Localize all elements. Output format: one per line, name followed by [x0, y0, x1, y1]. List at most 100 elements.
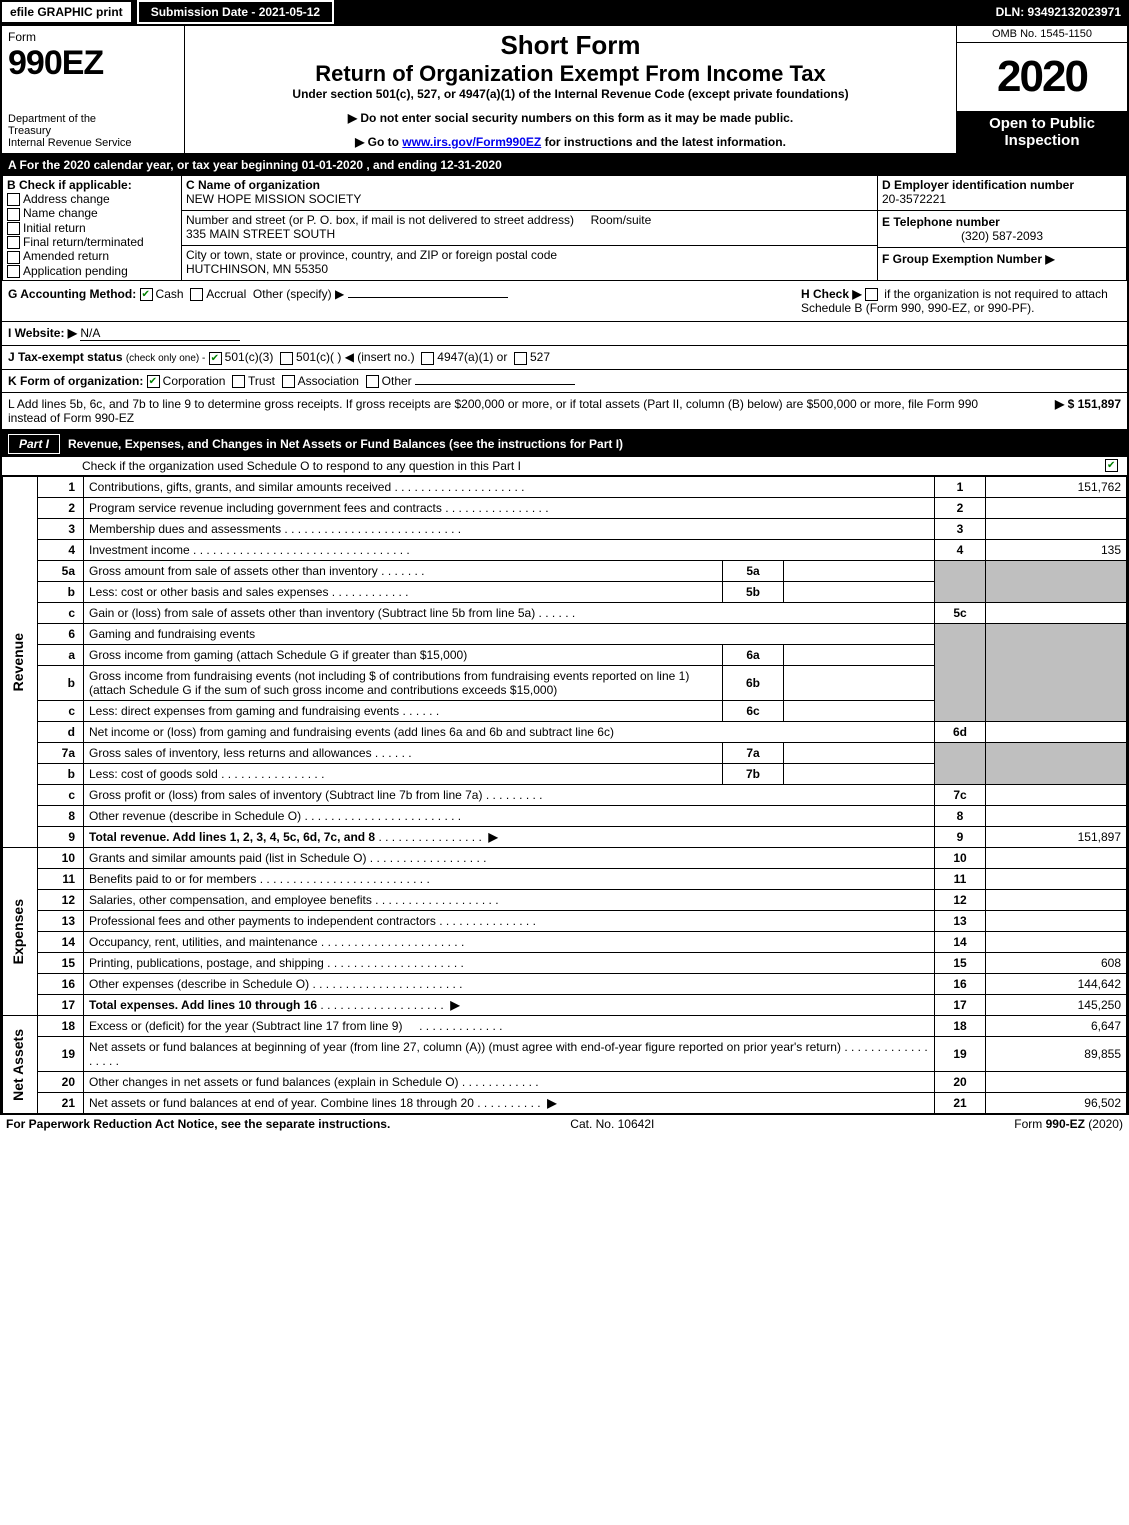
department-label: Department of theTreasuryInternal Revenu…: [8, 113, 178, 149]
revenue-label: Revenue: [8, 629, 28, 695]
checkbox-501c[interactable]: [280, 352, 293, 365]
l17-amt: 145,250: [986, 994, 1127, 1015]
row-2: 2 Program service revenue including gove…: [3, 497, 1127, 518]
l17-ln: 17: [935, 994, 986, 1015]
checkbox-address-change[interactable]: [7, 193, 20, 206]
box-e-label: E Telephone number: [882, 215, 1000, 229]
l14-n: 14: [38, 931, 84, 952]
box-f-label: F Group Exemption Number ▶: [882, 252, 1055, 266]
l21-d: Net assets or fund balances at end of ye…: [84, 1092, 935, 1113]
checkbox-trust[interactable]: [232, 375, 245, 388]
row-10: Expenses 10 Grants and similar amounts p…: [3, 847, 1127, 868]
l2-n: 2: [38, 497, 84, 518]
other-specify-input[interactable]: [348, 297, 508, 298]
l15-ln: 15: [935, 952, 986, 973]
l9-n: 9: [38, 826, 84, 847]
l3-ln: 3: [935, 518, 986, 539]
top-bar: efile GRAPHIC print Submission Date - 20…: [0, 0, 1129, 24]
l21-ln: 21: [935, 1092, 986, 1113]
efile-print-button[interactable]: efile GRAPHIC print: [0, 0, 133, 24]
checkbox-cash[interactable]: [140, 288, 153, 301]
l13-n: 13: [38, 910, 84, 931]
box-g-label: G Accounting Method:: [8, 287, 136, 301]
part1-title: Revenue, Expenses, and Changes in Net As…: [68, 437, 623, 451]
l14-amt: [986, 931, 1127, 952]
opt-corp: Corporation: [163, 374, 226, 388]
checkbox-initial-return[interactable]: [7, 222, 20, 235]
row-3: 3 Membership dues and assessments . . . …: [3, 518, 1127, 539]
box-i: I Website: ▶ N/A: [0, 322, 1129, 346]
opt-501c3: 501(c)(3): [225, 350, 274, 364]
l16-d: Other expenses (describe in Schedule O) …: [84, 973, 935, 994]
l4-d: Investment income . . . . . . . . . . . …: [84, 539, 935, 560]
box-gh: G Accounting Method: Cash Accrual Other …: [0, 281, 1129, 322]
arrow-icon: ▶: [450, 998, 459, 1012]
l12-n: 12: [38, 889, 84, 910]
l15-n: 15: [38, 952, 84, 973]
l6c-subval: [784, 700, 935, 721]
notice-goto-post: for instructions and the latest informat…: [541, 135, 786, 149]
checkbox-association[interactable]: [282, 375, 295, 388]
checkbox-schedule-o[interactable]: [1105, 459, 1118, 472]
header-center: Short Form Return of Organization Exempt…: [185, 26, 956, 153]
box-b: B Check if applicable: Address change Na…: [3, 176, 182, 281]
l11-amt: [986, 868, 1127, 889]
other-org-input[interactable]: [415, 384, 575, 385]
l5c-ln: 5c: [935, 602, 986, 623]
checkbox-final-return[interactable]: [7, 236, 20, 249]
l4-ln: 4: [935, 539, 986, 560]
cb-label-address: Address change: [23, 192, 110, 206]
l9-d: Total revenue. Add lines 1, 2, 3, 4, 5c,…: [84, 826, 935, 847]
row-7a: 7a Gross sales of inventory, less return…: [3, 742, 1127, 763]
website-value: N/A: [80, 326, 240, 341]
box-l: L Add lines 5b, 6c, and 7b to line 9 to …: [0, 393, 1129, 431]
checkbox-other-org[interactable]: [366, 375, 379, 388]
opt-assoc: Association: [298, 374, 359, 388]
l8-d: Other revenue (describe in Schedule O) .…: [84, 805, 935, 826]
box-c-city: City or town, state or province, country…: [182, 245, 878, 280]
checkbox-corporation[interactable]: [147, 375, 160, 388]
arrow-icon: ▶: [547, 1096, 556, 1110]
l18-n: 18: [38, 1015, 84, 1036]
header-left: Form 990EZ Department of theTreasuryInte…: [2, 26, 185, 153]
part1-check-text: Check if the organization used Schedule …: [82, 459, 1105, 473]
l3-n: 3: [38, 518, 84, 539]
city-label: City or town, state or province, country…: [186, 248, 557, 262]
under-section: Under section 501(c), 527, or 4947(a)(1)…: [191, 87, 950, 101]
opt-527: 527: [530, 350, 550, 364]
checkbox-application-pending[interactable]: [7, 265, 20, 278]
l5-shade: [935, 560, 986, 602]
box-g: G Accounting Method: Cash Accrual Other …: [8, 287, 801, 315]
l7-shade-amt: [986, 742, 1127, 784]
row-14: 14 Occupancy, rent, utilities, and maint…: [3, 931, 1127, 952]
checkbox-4947[interactable]: [421, 352, 434, 365]
opt-other: Other: [382, 374, 412, 388]
l19-ln: 19: [935, 1036, 986, 1071]
tax-year: 2020: [957, 43, 1127, 111]
form-number: 990EZ: [8, 44, 178, 83]
l5b-subval: [784, 581, 935, 602]
box-k-label: K Form of organization:: [8, 374, 143, 388]
box-h: H Check ▶ if the organization is not req…: [801, 287, 1121, 315]
l6c-n: c: [38, 700, 84, 721]
checkbox-501c3[interactable]: [209, 352, 222, 365]
row-6d: d Net income or (loss) from gaming and f…: [3, 721, 1127, 742]
l5b-n: b: [38, 581, 84, 602]
checkbox-amended-return[interactable]: [7, 251, 20, 264]
box-l-amount: ▶ $ 151,897: [1001, 397, 1121, 425]
l7c-n: c: [38, 784, 84, 805]
checkbox-name-change[interactable]: [7, 208, 20, 221]
checkbox-527[interactable]: [514, 352, 527, 365]
row-16: 16 Other expenses (describe in Schedule …: [3, 973, 1127, 994]
part1-check-row: Check if the organization used Schedule …: [2, 457, 1127, 476]
street-value: 335 MAIN STREET SOUTH: [186, 227, 335, 241]
l5c-n: c: [38, 602, 84, 623]
irs-link[interactable]: www.irs.gov/Form990EZ: [402, 135, 541, 149]
l17-n: 17: [38, 994, 84, 1015]
checkbox-h[interactable]: [865, 288, 878, 301]
l21-n: 21: [38, 1092, 84, 1113]
cb-label-name: Name change: [23, 206, 98, 220]
l7a-n: 7a: [38, 742, 84, 763]
l12-ln: 12: [935, 889, 986, 910]
checkbox-accrual[interactable]: [190, 288, 203, 301]
